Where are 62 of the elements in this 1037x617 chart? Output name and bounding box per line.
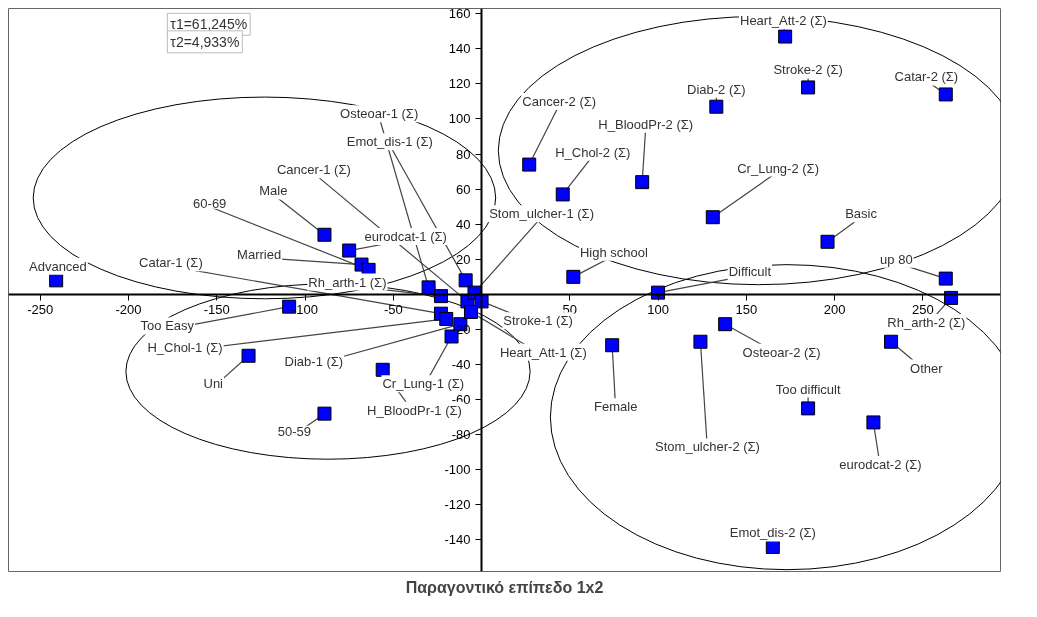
annotation: Advanced: [29, 258, 87, 274]
annotation: Other: [910, 360, 944, 376]
x-tick-label: 200: [823, 302, 846, 318]
annotation: Stroke-2 (Σ): [773, 62, 843, 78]
y-tick-label: 80: [456, 146, 471, 162]
annotation: Difficult: [728, 264, 772, 280]
annotation: H_Chol-1 (Σ): [147, 339, 223, 355]
annotation: Stroke-1 (Σ): [503, 313, 573, 329]
annotation: Diab-1 (Σ): [284, 353, 344, 369]
annotation: eurodcat-1 (Σ): [364, 229, 447, 245]
y-tick-label: 20: [456, 251, 471, 267]
annotation: Cancer-1 (Σ): [276, 162, 351, 178]
x-tick-label: 100: [647, 302, 669, 318]
annotation: Emot_dis-1 (Σ): [346, 134, 433, 150]
x-tick-label: -200: [115, 302, 142, 318]
annotation: Basic: [845, 206, 878, 222]
y-tick-label: -100: [444, 462, 471, 478]
annotation: Diab-2 (Σ): [687, 81, 746, 97]
annotation: Osteoar-1 (Σ): [340, 106, 419, 122]
x-tick-label: 150: [735, 302, 758, 318]
annotation: Heart_Att-2 (Σ): [740, 13, 827, 29]
annotation: Cr_Lung-2 (Σ): [737, 160, 819, 176]
annotation: up 80: [880, 251, 913, 267]
x-tick-label: -150: [203, 302, 230, 318]
text: Παραγοντικό επίπεδο 1x2: [405, 578, 604, 596]
annotation: Male: [259, 183, 288, 199]
annotation: H_Chol-2 (Σ): [555, 144, 631, 160]
annotation: Rh_arth-1 (Σ): [308, 274, 387, 290]
annotation: Stom_ulcher-2 (Σ): [655, 439, 760, 455]
x-tick-label: -250: [27, 302, 54, 318]
annotation: Osteoar-2 (Σ): [742, 344, 821, 360]
annotation: Cr_Lung-1 (Σ): [382, 376, 465, 392]
annotation: Uni: [203, 376, 224, 392]
x-tick-label: -50: [383, 302, 403, 318]
annotation: Cancer-2 (Σ): [522, 93, 597, 109]
y-tick-label: -120: [444, 497, 471, 513]
y-tick-label: 100: [448, 111, 471, 127]
annotation: Rh_arth-2 (Σ): [887, 314, 966, 330]
annotation: Too difficult: [775, 381, 841, 397]
annotation: H_BloodPr-2 (Σ): [598, 116, 694, 132]
annotation: Married: [237, 246, 282, 262]
annotation: Too Easy: [140, 318, 195, 334]
y-tick-label: 140: [448, 41, 471, 57]
annotation: Heart_Att-1 (Σ): [499, 344, 587, 360]
y-tick-label: 120: [448, 76, 471, 92]
annotation: Stom_ulcher-1 (Σ): [489, 206, 594, 222]
annotation: 50-59: [277, 423, 312, 439]
annotation: 60-69: [193, 195, 227, 211]
y-tick-label: -140: [444, 532, 471, 548]
annotation: Female: [594, 399, 638, 415]
y-tick-label: 60: [456, 181, 471, 197]
y-tick-label: 160: [448, 6, 471, 22]
y-tick-label: -40: [451, 357, 471, 373]
annotation: Catar-2 (Σ): [894, 69, 959, 85]
annotation: τ2=4,933%: [170, 33, 240, 50]
annotation: Emot_dis-2 (Σ): [729, 525, 816, 541]
annotation: eurodcat-2 (Σ): [839, 457, 922, 473]
annotation: High school: [579, 244, 649, 260]
annotation: τ1=61,245%: [170, 16, 248, 33]
annotation: Catar-1 (Σ): [139, 255, 203, 271]
annotation: H_BloodPr-1 (Σ): [367, 402, 462, 418]
y-tick-label: 40: [456, 216, 471, 232]
